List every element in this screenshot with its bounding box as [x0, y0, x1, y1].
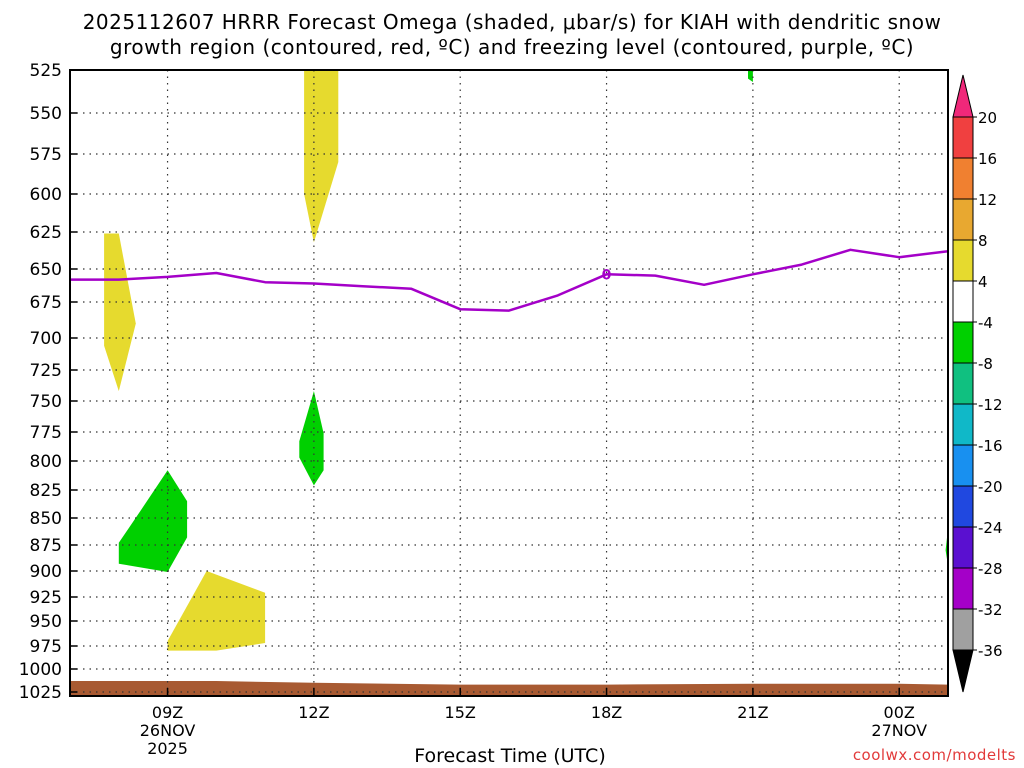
freezing-level-label: 0 — [602, 267, 612, 283]
x-tick-date: 27NOV — [871, 721, 927, 740]
ground-surface — [70, 681, 948, 696]
colorbar-label: -16 — [978, 437, 1003, 455]
x-axis-title: Forecast Time (UTC) — [414, 745, 606, 767]
y-tick-label: 725 — [30, 361, 62, 381]
colorbar-box-6 — [952, 362, 974, 405]
colorbar-label: -8 — [978, 355, 993, 373]
colorbar-label: 8 — [978, 232, 988, 250]
y-axis: 525 550 575 600 625 650 675 700 725 750 775 800 825 8… — [19, 61, 77, 703]
colorbar-label: 20 — [978, 109, 997, 127]
colorbar-label: 16 — [978, 150, 997, 168]
x-tick-label: 09Z — [152, 703, 183, 722]
y-tick-label: 875 — [30, 536, 62, 556]
x-tick-label: 21Z — [737, 703, 768, 722]
x-tick-year: 2025 — [147, 739, 188, 758]
colorbar-box-3 — [952, 239, 974, 282]
chart-title-line-1: 2025112607 HRRR Forecast Omega (shaded, … — [82, 10, 942, 34]
y-tick-label: 825 — [30, 481, 62, 501]
colorbar-label: -36 — [978, 642, 1003, 660]
colorbar-top-arrow — [952, 74, 974, 118]
y-tick-label: 750 — [30, 392, 62, 412]
colorbar-label: 4 — [978, 273, 988, 291]
y-tick-label: 925 — [30, 588, 62, 608]
grid-layer — [70, 70, 948, 696]
x-tick-label: 12Z — [298, 703, 329, 722]
y-tick-label: 600 — [30, 185, 62, 205]
colorbar-label: -12 — [978, 396, 1003, 414]
x-tick-label: 00Z — [884, 703, 915, 722]
omega-region-2 — [167, 571, 266, 651]
plot-frame — [69, 69, 949, 697]
x-tick-date: 26NOV — [140, 721, 196, 740]
x-tick-label: 15Z — [445, 703, 476, 722]
y-tick-label: 1000 — [19, 660, 62, 680]
omega-region-5 — [748, 70, 753, 82]
x-tick-label: 18Z — [591, 703, 622, 722]
y-tick-label: 625 — [30, 223, 62, 243]
y-tick-label: 575 — [30, 145, 62, 165]
y-tick-label: 800 — [30, 452, 62, 472]
y-tick-label: 775 — [30, 423, 62, 443]
freezing-level-layer: 0 — [70, 248, 949, 312]
y-tick-label: 1025 — [19, 683, 62, 703]
colorbar-box-10 — [952, 526, 974, 569]
y-tick-label: 675 — [30, 293, 62, 313]
colorbar-label: -32 — [978, 601, 1003, 619]
freezing-level-line — [70, 248, 949, 312]
omega-region-3 — [299, 391, 324, 486]
colorbar-box-0 — [952, 116, 974, 159]
colorbar-box-9 — [952, 485, 974, 528]
y-tick-label: 550 — [30, 104, 62, 124]
omega-region-4 — [118, 470, 188, 572]
y-tick-label: 525 — [30, 61, 62, 81]
y-tick-label: 950 — [30, 612, 62, 632]
credit-text[interactable]: coolwx.com/modelts — [852, 746, 1016, 764]
colorbar-label: -28 — [978, 560, 1003, 578]
y-tick-label: 850 — [30, 509, 62, 529]
colorbar-box-1 — [952, 157, 974, 200]
colorbar-label: 12 — [978, 191, 997, 209]
omega-region-1 — [304, 70, 339, 243]
colorbar-box-8 — [952, 444, 974, 487]
y-tick-label: 700 — [30, 329, 62, 349]
colorbar-box-4 — [952, 280, 974, 323]
colorbar-label: -20 — [978, 478, 1003, 496]
colorbar-bottom-arrow — [952, 649, 974, 693]
omega-shading-layer — [104, 70, 948, 651]
colorbar-box-2 — [952, 198, 974, 241]
omega-region-0 — [104, 233, 136, 392]
colorbar: 20 16 12 8 4 -4 -8 -12 -16 -20 -24 -28 -32 -36 — [952, 74, 1003, 693]
ground-layer — [70, 681, 948, 696]
y-tick-label: 900 — [30, 562, 62, 582]
y-tick-label: 975 — [30, 637, 62, 657]
chart-title-line-2: growth region (contoured, red, ºC) and f… — [109, 35, 915, 59]
colorbar-box-5 — [952, 321, 974, 364]
y-tick-label: 650 — [30, 260, 62, 280]
colorbar-box-12 — [952, 608, 974, 651]
colorbar-label: -4 — [978, 314, 993, 332]
colorbar-box-7 — [952, 403, 974, 446]
colorbar-box-11 — [952, 567, 974, 610]
colorbar-label: -24 — [978, 519, 1003, 537]
